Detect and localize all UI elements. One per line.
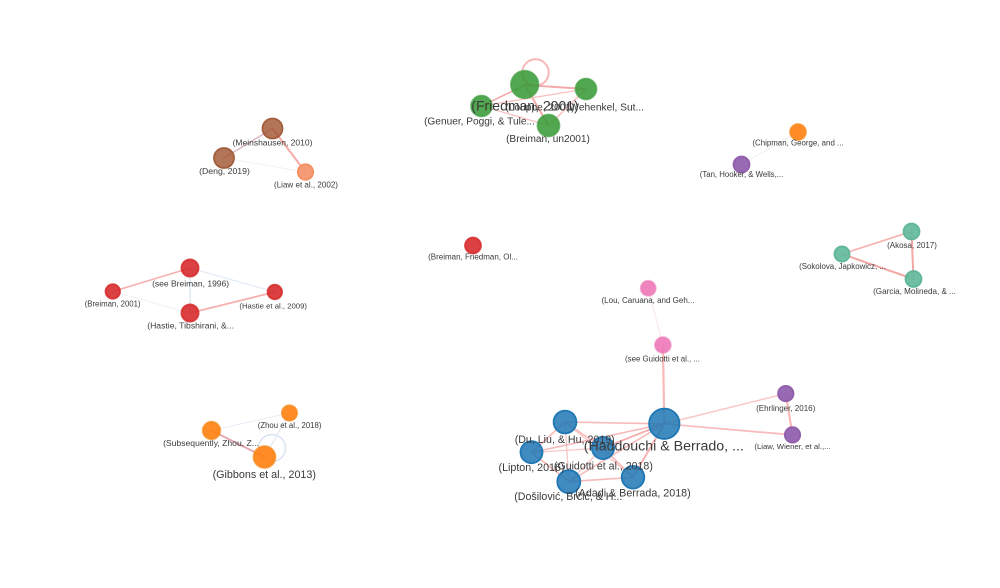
svg-text:(Breiman, un2001): (Breiman, un2001) [506, 134, 590, 145]
svg-text:(Wehenkel, Sut...: (Wehenkel, Sut... [566, 103, 644, 114]
svg-text:(Tan, Hooker, & Wells,...: (Tan, Hooker, & Wells,... [700, 170, 784, 179]
svg-text:(Guidotti et al., 2018): (Guidotti et al., 2018) [554, 460, 653, 472]
svg-text:(Breiman, Friedman, Ol...: (Breiman, Friedman, Ol... [428, 253, 518, 262]
svg-text:(Haddouchi & Berrado, ...: (Haddouchi & Berrado, ... [584, 439, 744, 455]
svg-text:(see Guidotti et al., ...: (see Guidotti et al., ... [625, 354, 700, 363]
svg-text:(Lipton, 2016): (Lipton, 2016) [499, 462, 565, 474]
svg-text:(Hastie et al., 2009): (Hastie et al., 2009) [239, 302, 307, 311]
svg-text:(Hastie, Tibshirani, &...: (Hastie, Tibshirani, &... [147, 321, 234, 331]
svg-text:(Došilović, Brčić, & H...: (Došilović, Brčić, & H... [514, 491, 622, 503]
svg-text:(Liaw, Wiener, et al.,...: (Liaw, Wiener, et al.,... [754, 442, 830, 451]
svg-text:(Liaw et al., 2002): (Liaw et al., 2002) [274, 181, 338, 190]
svg-text:(Genuer, Poggi, & Tule...: (Genuer, Poggi, & Tule... [424, 117, 535, 128]
svg-text:(Du, Liu, & Hu, 2019): (Du, Liu, & Hu, 2019) [515, 434, 615, 446]
svg-text:(Friedman, 2001): (Friedman, 2001) [471, 98, 578, 114]
svg-text:(Sokolova, Japkowicz, ...: (Sokolova, Japkowicz, ... [799, 262, 886, 271]
svg-text:(Garcia, Molineda, & ...: (Garcia, Molineda, & ... [873, 287, 956, 296]
svg-text:(Chipman, George, and ...: (Chipman, George, and ... [752, 139, 843, 148]
svg-text:(Adadi & Berrada, 2018): (Adadi & Berrada, 2018) [575, 488, 691, 500]
svg-text:(Louppe, 2001): (Louppe, 2001) [505, 103, 574, 114]
svg-text:(Deng, 2019): (Deng, 2019) [199, 166, 250, 176]
svg-text:(Ehrlinger, 2016): (Ehrlinger, 2016) [756, 404, 815, 413]
svg-text:(Gibbons et al., 2013): (Gibbons et al., 2013) [213, 469, 316, 481]
svg-text:(Meinshausen, 2010): (Meinshausen, 2010) [233, 138, 313, 148]
svg-text:(Zhou et al., 2018): (Zhou et al., 2018) [258, 421, 322, 430]
svg-text:(Lou, Caruana, and Geh...: (Lou, Caruana, and Geh... [602, 296, 695, 305]
svg-text:(Akosa, 2017): (Akosa, 2017) [887, 241, 937, 250]
svg-text:(Breiman, 2001): (Breiman, 2001) [85, 300, 141, 309]
svg-text:(Subsequently, Zhou, Z...: (Subsequently, Zhou, Z... [163, 438, 259, 448]
svg-text:(see Breiman, 1996): (see Breiman, 1996) [152, 279, 229, 289]
